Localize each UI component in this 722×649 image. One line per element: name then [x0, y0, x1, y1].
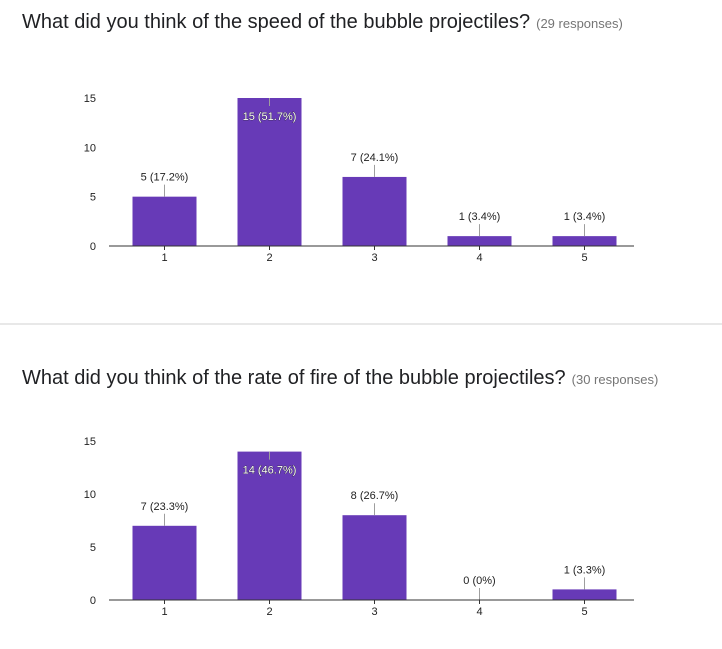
x-tick-label: 1: [161, 606, 167, 618]
bar: [237, 98, 302, 246]
response-count: (29 responses): [536, 16, 623, 31]
y-tick-label: 10: [84, 489, 96, 501]
bar: [342, 515, 407, 600]
y-tick-label: 10: [84, 142, 96, 154]
data-label: 15 (51.7%): [243, 111, 297, 123]
data-label: 1 (3.4%): [564, 211, 606, 223]
x-tick-label: 5: [581, 252, 587, 264]
bar-chart-rate-of-fire: 0 5 10 15 7 (23.3%) 1 14 (46.7%) 2 8 (26.7%) 3 0 (…: [84, 436, 634, 618]
bar: [237, 451, 302, 600]
y-tick-label: 5: [90, 192, 96, 204]
question-title: What did you think of the speed of the b…: [22, 11, 623, 34]
bar: [132, 196, 197, 246]
bar: [552, 236, 617, 246]
section-divider: [0, 323, 722, 325]
x-tick-label: 2: [266, 252, 272, 264]
x-tick-label: 4: [476, 252, 482, 264]
y-tick-label: 0: [90, 595, 96, 607]
question-title-text: What did you think of the speed of the b…: [22, 11, 531, 33]
bar: [552, 589, 617, 600]
data-label: 1 (3.4%): [459, 211, 501, 223]
x-tick-label: 2: [266, 606, 272, 618]
bar: [342, 176, 407, 246]
x-tick-label: 4: [476, 606, 482, 618]
data-label: 0 (0%): [463, 575, 495, 587]
data-label: 1 (3.3%): [564, 564, 606, 576]
y-tick-label: 15: [84, 93, 96, 105]
bar: [447, 236, 512, 246]
question-title-text: What did you think of the rate of fire o…: [22, 367, 566, 389]
data-label: 5 (17.2%): [141, 172, 189, 184]
question-title: What did you think of the rate of fire o…: [22, 367, 658, 390]
x-tick-label: 3: [371, 606, 377, 618]
data-label: 8 (26.7%): [351, 490, 399, 502]
data-label: 7 (24.1%): [351, 152, 399, 164]
question-card-speed: What did you think of the speed of the b…: [0, 0, 722, 323]
x-tick-label: 5: [581, 606, 587, 618]
y-tick-label: 0: [90, 241, 96, 253]
y-tick-label: 5: [90, 542, 96, 554]
y-tick-label: 15: [84, 436, 96, 448]
bar-chart-speed: 0 5 10 15 5 (17.2%) 1 15 (51.7%) 2 7 (24.1%) 3 1 (…: [84, 93, 634, 264]
data-label: 7 (23.3%): [141, 501, 189, 513]
response-count: (30 responses): [571, 372, 659, 387]
x-tick-label: 1: [161, 252, 167, 264]
x-tick-label: 3: [371, 252, 377, 264]
data-label: 14 (46.7%): [243, 465, 297, 477]
bar: [132, 525, 197, 600]
question-card-rate-of-fire: What did you think of the rate of fire o…: [0, 325, 722, 649]
